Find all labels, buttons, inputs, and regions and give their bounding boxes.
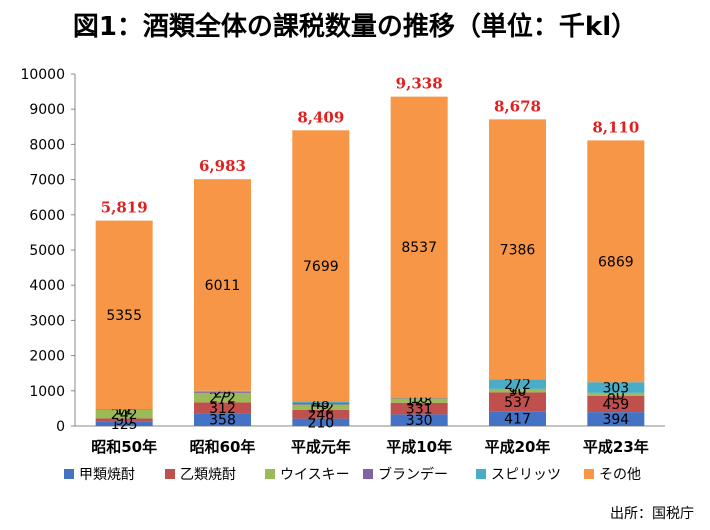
y-tick-label: 5000 xyxy=(29,243,65,259)
legend-swatch xyxy=(584,469,594,479)
bar-segment-label: 5355 xyxy=(106,308,142,324)
bar-segment-label: 417 xyxy=(504,412,531,428)
bar-segment-label: 6011 xyxy=(205,278,241,294)
bar-segment-label: 272 xyxy=(209,391,236,407)
bar-segment xyxy=(95,421,153,426)
bar-segment xyxy=(390,402,448,415)
bar-segment-label: 6869 xyxy=(598,254,634,270)
bar-segment xyxy=(587,393,645,396)
bar-segment xyxy=(292,401,350,404)
bar-segment xyxy=(292,409,350,419)
bar-segment xyxy=(292,130,350,402)
bar-segment-label: 246 xyxy=(307,407,334,423)
bar-segment xyxy=(95,409,153,419)
bar-segment xyxy=(489,379,546,389)
x-category-label: 昭和50年 xyxy=(91,438,157,456)
bar-total-label: 5,819 xyxy=(101,199,148,217)
y-tick-label: 6000 xyxy=(29,208,65,224)
y-tick-label: 1000 xyxy=(29,384,65,400)
bar-total-label: 6,983 xyxy=(199,157,246,175)
legend-swatch xyxy=(64,469,74,479)
bar-segment xyxy=(194,179,251,391)
bar-segment xyxy=(194,392,251,403)
y-tick-label: 2000 xyxy=(29,349,65,365)
bar-segment xyxy=(489,392,546,412)
bar-segment-label: 394 xyxy=(602,412,629,428)
bar-segment xyxy=(489,119,546,380)
x-category-label: 平成10年 xyxy=(386,438,452,456)
bar-segment-label: 312 xyxy=(209,401,236,417)
bar-total-label: 8,110 xyxy=(592,118,639,136)
chart-title: 図1：酒類全体の課税数量の推移（単位：千kl） xyxy=(73,11,637,42)
bar-segment xyxy=(587,382,645,393)
bar-segment xyxy=(390,397,448,399)
bar-segment xyxy=(194,402,251,414)
x-category-label: 平成23年 xyxy=(583,438,649,456)
legend-label: ブランデー xyxy=(378,466,448,483)
bar-segment-label: 242 xyxy=(111,407,138,423)
y-tick-label: 8000 xyxy=(29,137,65,153)
legend-swatch xyxy=(363,469,373,479)
bar-total-label: 8,409 xyxy=(297,108,344,126)
legend-swatch xyxy=(165,469,175,479)
legend-label: その他 xyxy=(599,467,641,483)
bar-total-label: 9,338 xyxy=(396,75,443,93)
bar-segment-label: 272 xyxy=(504,377,531,393)
legend-label: 乙類焼酎 xyxy=(180,467,236,483)
bar-segment xyxy=(95,220,153,410)
bar-segment-label: 537 xyxy=(504,395,531,411)
x-category-label: 昭和60年 xyxy=(190,438,256,456)
y-tick-label: 4000 xyxy=(29,278,65,294)
bar-segment xyxy=(194,391,251,393)
bar-segment xyxy=(390,414,448,426)
legend-label: 甲類焼酎 xyxy=(79,467,135,483)
bar-segment xyxy=(587,140,645,383)
bar-segment-label: 7699 xyxy=(303,259,339,275)
bar-segment xyxy=(292,418,350,426)
bar-segment-label: 7386 xyxy=(500,242,536,258)
legend-label: スピリッツ xyxy=(491,467,561,483)
bar-segment-label: 459 xyxy=(602,397,629,413)
bar-segment-label: 331 xyxy=(406,402,433,418)
y-tick-label: 10000 xyxy=(20,67,65,83)
y-tick-label: 9000 xyxy=(29,102,65,118)
bar-segment-label: 210 xyxy=(307,415,334,431)
bar-segment xyxy=(292,404,350,410)
bar-segment xyxy=(194,413,251,426)
legend-swatch xyxy=(476,469,486,479)
bar-segment-label: 8537 xyxy=(401,240,437,256)
bar-total-label: 8,678 xyxy=(494,97,541,115)
bar-segment xyxy=(390,397,448,398)
bar-segment xyxy=(587,412,645,426)
x-category-label: 平成元年 xyxy=(291,438,351,456)
x-category-label: 平成20年 xyxy=(485,438,551,456)
source-note: 出所：国税庁 xyxy=(610,506,694,522)
bar-segment xyxy=(390,398,448,403)
bar-segment-label: 330 xyxy=(406,413,433,429)
bar-segment xyxy=(292,403,350,405)
bar-segment xyxy=(587,395,645,413)
y-tick-label: 7000 xyxy=(29,173,65,189)
y-tick-label: 3000 xyxy=(29,313,65,329)
bar-segment xyxy=(489,411,546,426)
legend-label: ウイスキー xyxy=(280,467,350,483)
legend-swatch xyxy=(265,469,275,479)
bar-segment xyxy=(390,96,448,398)
y-tick-label: 0 xyxy=(56,419,65,435)
bar-segment xyxy=(95,418,153,422)
bar-segment-label: 358 xyxy=(209,413,236,429)
bar-segment-label: 303 xyxy=(602,381,629,397)
bar-segment xyxy=(489,389,546,393)
bar-segment xyxy=(194,390,251,392)
